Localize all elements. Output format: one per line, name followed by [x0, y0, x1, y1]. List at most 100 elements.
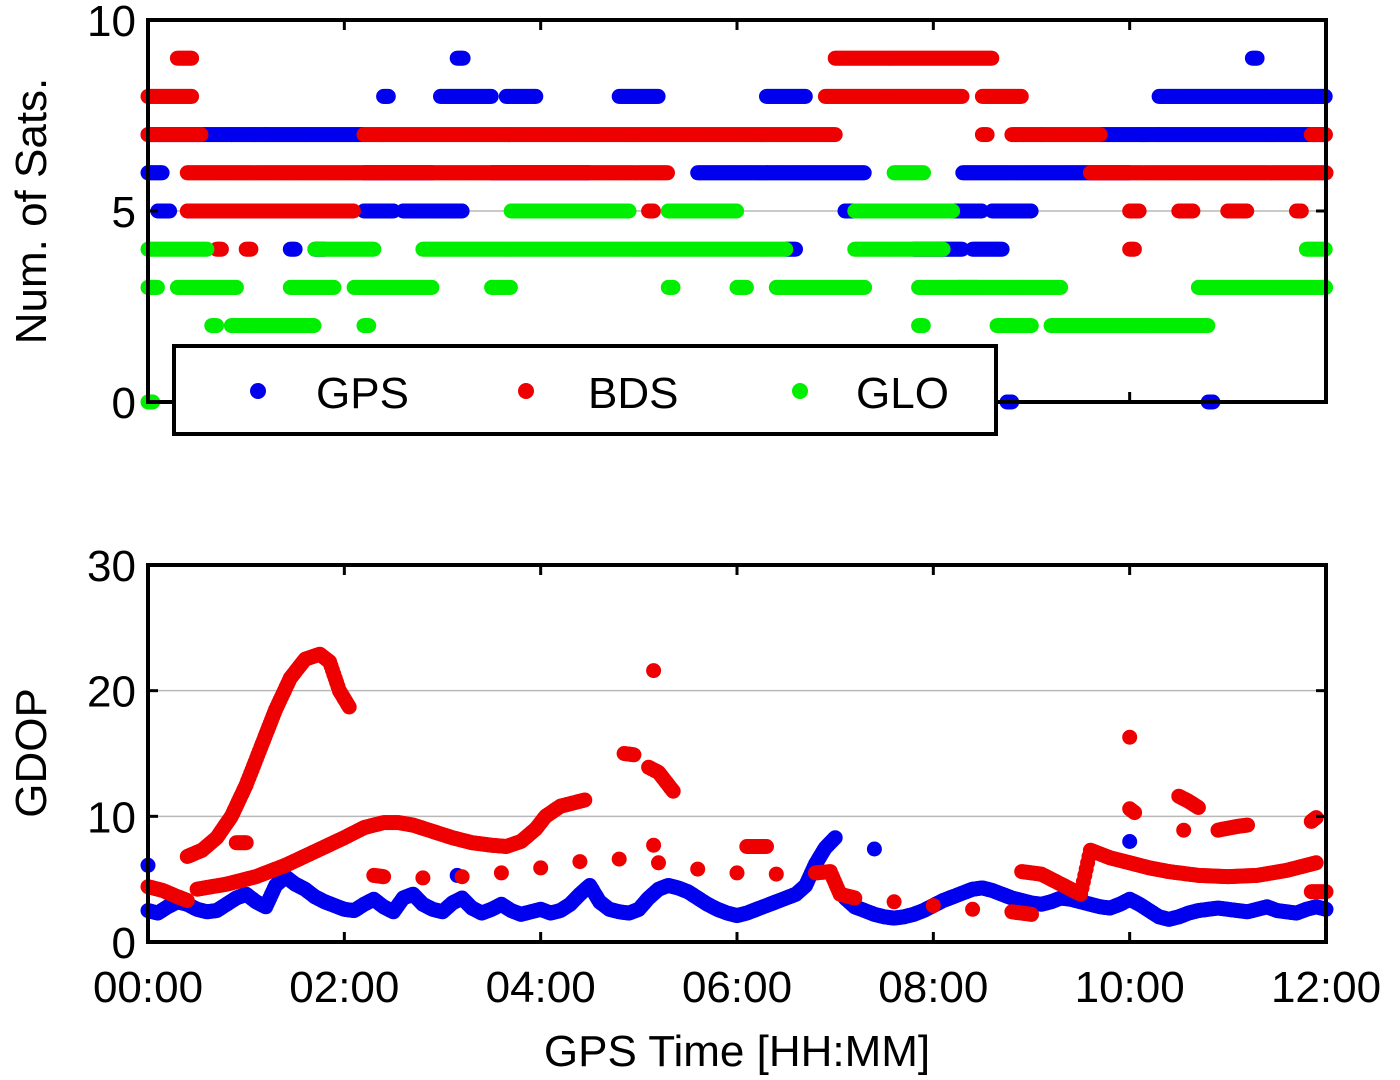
gps-segment: [984, 203, 1039, 219]
gps-point: [1023, 203, 1039, 219]
bds-segment: [974, 127, 995, 143]
bds-segment: [1289, 203, 1309, 219]
glo-point: [916, 165, 931, 181]
glo-segment: [307, 241, 382, 257]
p2-plot-area: [140, 646, 1334, 927]
glo-point: [935, 241, 951, 257]
glo-point: [306, 318, 322, 334]
legend: GPS BDS GLO: [172, 344, 998, 436]
glo-segment: [729, 279, 754, 295]
bds-segment: [169, 50, 200, 66]
gps-segment: [498, 88, 544, 104]
bds-segment: [356, 127, 843, 143]
glo-segment: [282, 279, 342, 295]
glo-segment: [503, 203, 637, 219]
gps-segment: [1151, 88, 1333, 104]
bds-segment: [140, 127, 209, 143]
bds-point: [979, 127, 995, 143]
bds-point: [345, 203, 361, 219]
legend-glo-marker: [792, 383, 808, 399]
glo-segment: [415, 241, 794, 257]
gps-point: [856, 165, 872, 181]
glo-segment: [169, 279, 244, 295]
glo-segment: [1190, 279, 1334, 295]
glo-point: [1023, 318, 1039, 334]
bds-point: [1131, 203, 1147, 219]
glo-point: [1053, 279, 1069, 295]
bds-segment: [140, 88, 200, 104]
legend-gps-marker: [250, 383, 266, 399]
glo-point: [915, 318, 931, 334]
p2-gridlines: [148, 689, 1326, 818]
gps-point: [154, 165, 170, 181]
gps-point: [287, 241, 303, 257]
glo-point: [424, 279, 440, 295]
bds-segment: [1220, 203, 1255, 219]
gps-segment: [395, 203, 470, 219]
glo-segment: [204, 318, 224, 334]
glo-point: [778, 241, 794, 257]
bds-point: [1293, 203, 1309, 219]
glo-segment: [484, 279, 518, 295]
glo-segment: [660, 279, 681, 295]
glo-segment: [886, 165, 931, 181]
glo-point: [199, 241, 215, 257]
p1-y-tick-label: 10: [87, 0, 136, 46]
bds-segment: [1082, 165, 1334, 181]
bds-segment: [179, 203, 361, 219]
glo-segment: [140, 241, 215, 257]
legend-glo-label: GLO: [856, 369, 949, 418]
glo-segment: [223, 318, 322, 334]
bds-point: [184, 50, 200, 66]
glo-segment: [989, 318, 1039, 334]
gps-segment: [376, 88, 396, 104]
gps-point: [650, 88, 666, 104]
glo-point: [502, 279, 518, 295]
glo-point: [209, 318, 224, 334]
bds-point: [193, 127, 209, 143]
legend-bds-marker: [518, 383, 534, 399]
bds-segment: [346, 165, 675, 181]
gps-segment: [759, 88, 813, 104]
gps-point: [528, 88, 544, 104]
gps-segment: [433, 88, 499, 104]
glo-segment: [356, 318, 377, 334]
glo-point: [621, 203, 637, 219]
p1-y-tick-label: 5: [112, 188, 136, 237]
glo-segment: [140, 279, 165, 295]
glo-point: [945, 203, 961, 219]
gps-segment: [965, 241, 1010, 257]
gps-segment: [258, 127, 313, 143]
glo-point: [738, 279, 754, 295]
glo-point: [857, 279, 873, 295]
gps-point: [380, 88, 396, 104]
bds-point: [1092, 127, 1108, 143]
gps-segment: [356, 203, 401, 219]
bds-segment: [817, 88, 970, 104]
bds-point: [1239, 203, 1255, 219]
bds-segment: [1171, 203, 1201, 219]
glo-segment: [346, 279, 440, 295]
bds-segment: [1122, 241, 1142, 257]
glo-point: [665, 279, 681, 295]
glo-point: [326, 279, 342, 295]
glo-point: [228, 279, 244, 295]
bds-point: [184, 88, 200, 104]
bds-segment: [238, 241, 259, 257]
bds-point: [1126, 241, 1142, 257]
bds-segment: [1303, 127, 1333, 143]
bds-point: [213, 241, 229, 257]
bds-point: [984, 50, 1000, 66]
bds-point: [660, 165, 675, 181]
glo-segment: [911, 318, 931, 334]
bds-segment: [179, 165, 361, 181]
bds-point: [1013, 88, 1029, 104]
glo-segment: [660, 203, 745, 219]
glo-segment: [768, 279, 873, 295]
gps-point: [455, 50, 471, 66]
gps-segment: [690, 165, 774, 181]
glo-segment: [847, 241, 951, 257]
glo-point: [729, 203, 745, 219]
